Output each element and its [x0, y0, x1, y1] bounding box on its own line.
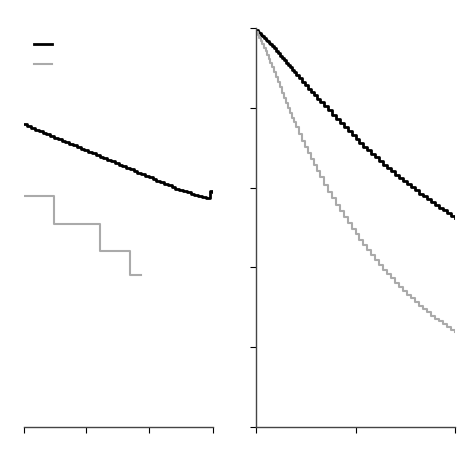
Legend: , : ,	[34, 39, 63, 71]
